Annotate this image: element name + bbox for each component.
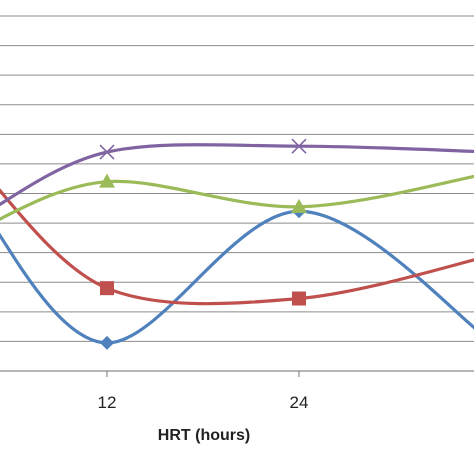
data-point-marker [291, 138, 307, 154]
x-axis-title: HRT (hours) [158, 427, 250, 444]
data-point-marker [291, 198, 307, 213]
data-point-marker [100, 335, 114, 350]
data-point-marker [292, 291, 306, 306]
series-4 [0, 138, 474, 207]
x-tick-label: 12 [98, 393, 117, 412]
x-tick-marks [106, 371, 300, 377]
series-line [0, 209, 474, 345]
series-3 [0, 173, 474, 221]
gridlines [0, 15, 474, 342]
series-2 [0, 188, 474, 306]
series-line [0, 174, 474, 221]
data-point-marker [100, 281, 114, 296]
data-point-marker [99, 173, 115, 188]
data-point-marker [99, 144, 115, 160]
series-group [0, 138, 474, 350]
x-tick-labels: 12 24 [98, 393, 309, 412]
series-line [0, 188, 474, 306]
series-line [0, 143, 474, 207]
x-tick-label: 24 [290, 393, 309, 412]
